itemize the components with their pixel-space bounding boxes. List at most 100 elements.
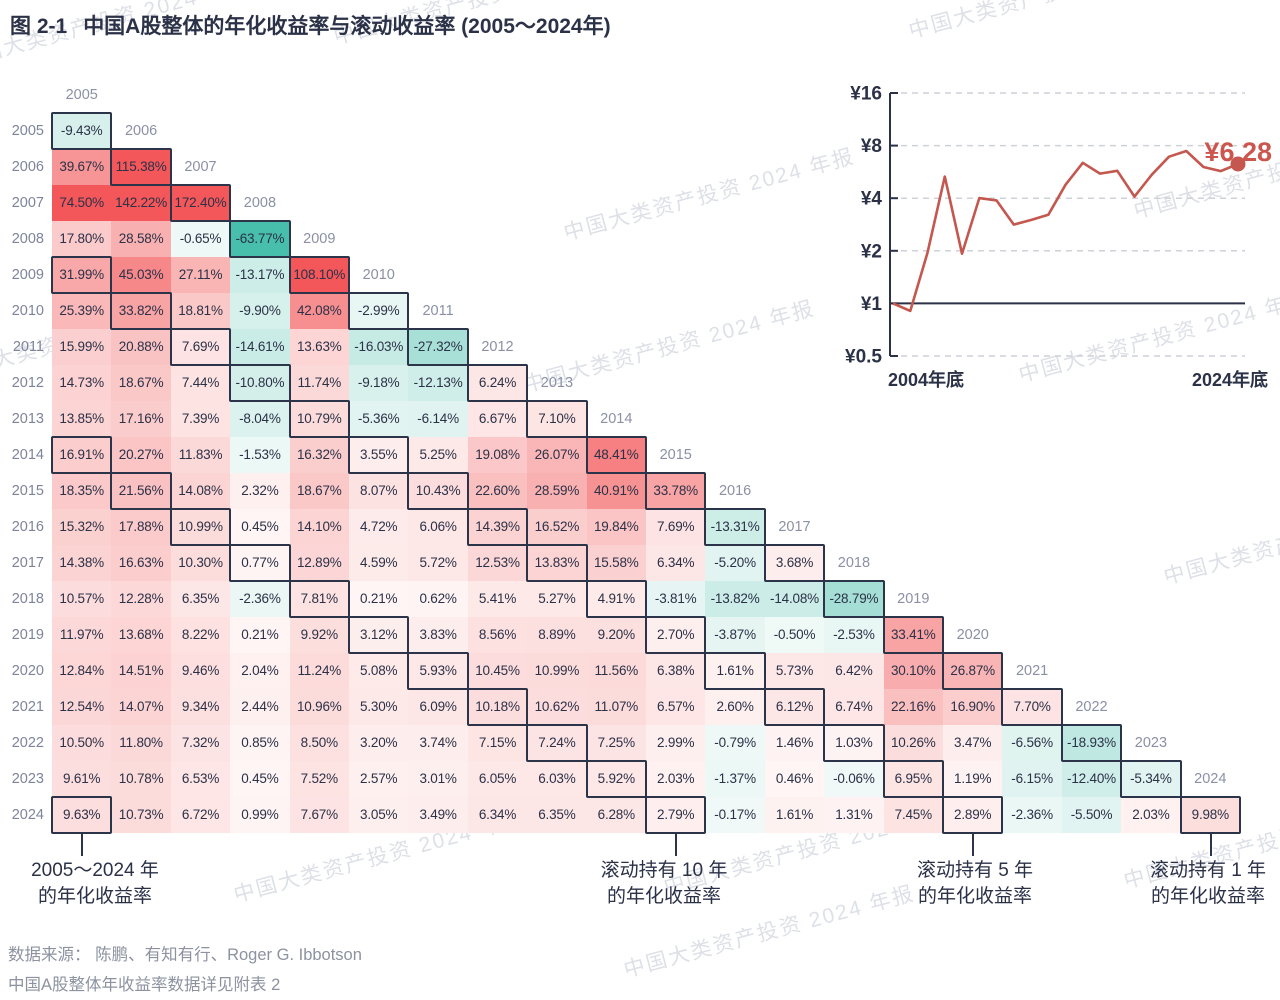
return-cell: -0.06% [824,761,884,797]
return-cell: -9.43% [52,113,112,149]
return-cell: 10.62% [527,689,587,725]
return-cell: -2.53% [824,617,884,653]
col-year-label: 2022 [1075,699,1108,715]
return-cell: 16.63% [111,545,171,581]
return-cell: 115.38% [111,149,171,185]
return-cell: 10.96% [289,689,349,725]
return-cell: 10.79% [289,401,349,437]
return-cell: 9.61% [52,761,112,797]
return-cell: 2.99% [646,725,706,761]
return-cell: -9.18% [349,365,409,401]
row-year-label: 2015 [11,483,44,499]
return-cell: 4.59% [349,545,409,581]
row-year-label: 2005 [11,123,44,139]
return-cell: 2.89% [943,797,1003,833]
return-cell: 2.57% [349,761,409,797]
return-cell: 2.79% [646,797,706,833]
return-cell: 0.21% [349,581,409,617]
y-tick-label: ¥8 [861,136,882,157]
return-cell: -18.93% [1061,725,1122,761]
return-cell: 7.44% [170,365,231,401]
row-year-label: 2012 [11,375,44,391]
return-cell: 31.99% [52,257,112,293]
row-year-label: 2011 [12,339,44,355]
return-cell: 30.10% [883,653,943,689]
return-cell: 0.62% [408,581,468,617]
return-cell: -8.04% [230,401,290,437]
return-cell: 1.31% [824,797,884,833]
return-cell: 10.45% [467,653,528,689]
row-year-label: 2020 [11,663,44,679]
return-cell: 10.30% [170,545,231,581]
return-cell: 26.87% [943,653,1003,689]
y-tick-label: ¥2 [861,241,882,262]
row-year-label: 2024 [11,807,44,823]
return-cell: 5.72% [408,545,468,581]
return-cell: 6.38% [646,653,706,689]
return-cell: 15.32% [52,509,112,545]
return-cell: -13.82% [705,581,765,617]
col-year-label: 2020 [956,627,989,643]
return-cell: 1.46% [764,725,825,761]
return-cell: 6.12% [764,689,825,725]
return-cell: 33.78% [646,473,706,509]
row-year-label: 2021 [11,699,44,715]
return-cell: 19.84% [586,509,646,545]
return-cell: 8.89% [527,617,587,653]
return-cell: 0.21% [230,617,290,653]
return-cell: 10.99% [170,509,231,545]
return-cell: 6.35% [527,797,587,833]
return-cell: 3.05% [349,797,409,833]
return-cell: 2.44% [230,689,290,725]
return-cell: 33.82% [111,293,171,329]
return-cell: -6.15% [1002,761,1062,797]
return-cell: 15.99% [52,329,112,365]
return-cell: 5.41% [467,581,528,617]
row-year-label: 2014 [11,447,44,463]
annotation-line-2: 的年化收益率 [606,886,721,908]
return-cell: 3.74% [408,725,468,761]
return-cell: 10.78% [111,761,171,797]
return-cell: 6.24% [467,365,528,401]
return-cell: 4.72% [349,509,409,545]
return-cell: 7.10% [527,401,587,437]
return-cell: 17.80% [52,221,112,257]
row-year-label: 2007 [11,195,44,211]
col-year-label: 2009 [303,231,336,247]
return-cell: -2.36% [1002,797,1062,833]
return-cell: 8.56% [467,617,528,653]
col-year-label: 2006 [124,123,158,139]
return-cell: 42.08% [289,293,349,329]
return-cell: 13.63% [289,329,349,365]
row-year-label: 2023 [11,771,44,787]
annotation-connector-line [675,834,677,856]
row-year-label: 2017 [11,555,44,571]
return-cell: 6.03% [527,761,587,797]
return-cell: 0.99% [230,797,290,833]
return-cell: 7.32% [170,725,231,761]
row-year-label: 2010 [11,303,44,319]
return-cell: 6.53% [170,761,231,797]
return-cell: 20.27% [111,437,171,473]
y-tick-label: ¥16 [850,84,882,105]
watermark-text: 中国大类资产投资 2024 年报 [561,145,858,246]
return-cell: 7.45% [883,797,943,833]
return-cell: 7.69% [646,509,706,545]
return-cell: 11.97% [52,617,112,653]
return-cell: 14.73% [52,365,112,401]
return-cell: -12.13% [408,365,468,401]
return-cell: 6.34% [467,797,528,833]
return-cell: 9.20% [586,617,646,653]
return-cell: 10.73% [111,797,171,833]
return-cell: 10.99% [527,653,587,689]
figure-title: 图 2-1 中国A股整体的年化收益率与滚动收益率 (2005～2024年) [10,10,611,40]
return-cell: 6.06% [408,509,468,545]
return-cell: 172.40% [170,185,231,221]
return-cell: 3.20% [349,725,409,761]
return-cell: 28.58% [111,221,171,257]
return-cell: 1.61% [705,653,765,689]
return-cell: -14.61% [230,329,290,365]
return-cell: 15.58% [586,545,646,581]
return-cell: -13.31% [705,509,765,545]
y-tick-label: ¥1 [861,294,883,315]
